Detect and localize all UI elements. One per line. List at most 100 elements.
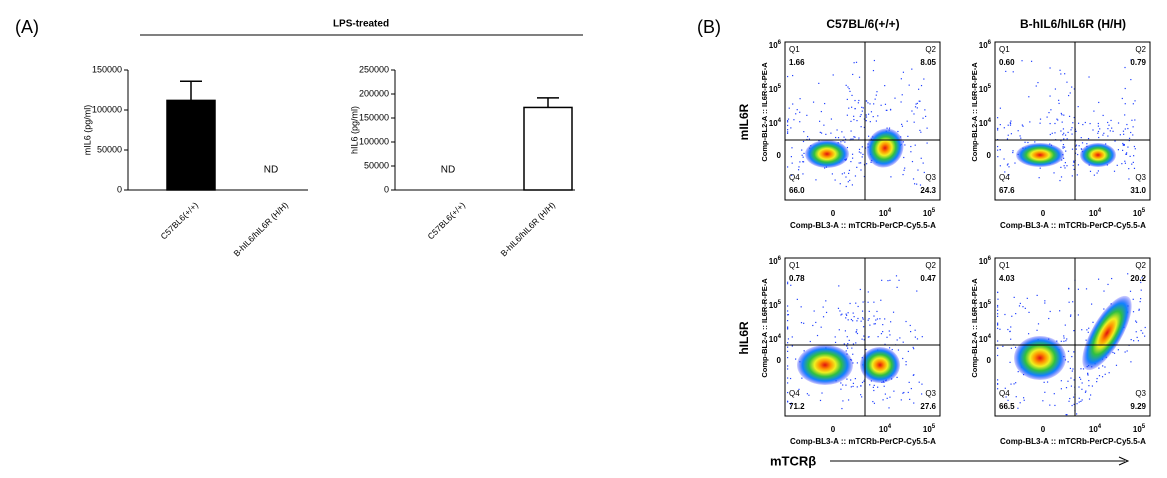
event (799, 161, 801, 163)
event (806, 393, 808, 395)
event (1065, 340, 1067, 342)
event (1133, 340, 1135, 342)
exponent: 4 (988, 334, 992, 340)
event (845, 350, 847, 352)
event (1128, 137, 1131, 139)
event (1012, 71, 1014, 73)
event (1103, 308, 1105, 310)
event (787, 118, 790, 120)
event (834, 341, 837, 344)
event (1044, 302, 1046, 304)
event (787, 314, 789, 316)
event (1097, 170, 1100, 172)
event (1059, 310, 1061, 312)
event (1034, 141, 1036, 143)
event (880, 104, 882, 106)
y-tick-label: 106 (769, 256, 782, 267)
event (1049, 143, 1051, 145)
y-tick-label: 200000 (359, 88, 389, 98)
event (1117, 349, 1119, 351)
event (1078, 397, 1080, 399)
event (792, 74, 794, 77)
event (847, 343, 849, 345)
event (815, 321, 817, 324)
event (899, 337, 901, 339)
event (1015, 312, 1017, 315)
event (1063, 340, 1065, 342)
event (1056, 340, 1058, 342)
event (1076, 174, 1078, 176)
event (903, 391, 905, 394)
event (1072, 122, 1074, 124)
event (1071, 370, 1073, 372)
event (1054, 404, 1056, 407)
event (796, 109, 798, 111)
event (822, 316, 825, 318)
event (858, 148, 861, 150)
y-tick-label: 105 (769, 84, 782, 95)
event (1115, 364, 1118, 366)
event (869, 121, 871, 123)
event (803, 322, 805, 324)
event (841, 173, 843, 175)
event (872, 386, 874, 388)
exponent: 5 (1142, 424, 1146, 430)
event (1046, 381, 1049, 383)
event (850, 160, 852, 163)
quadrant-value: 66.0 (789, 186, 805, 195)
event (1136, 336, 1138, 339)
event (862, 326, 865, 328)
event (860, 385, 862, 387)
event (1075, 144, 1078, 146)
base: 10 (769, 41, 778, 50)
event (902, 141, 904, 143)
event (902, 357, 904, 360)
event (851, 153, 854, 155)
event (1022, 397, 1025, 399)
event (1050, 109, 1052, 111)
event (881, 279, 883, 281)
event (1049, 133, 1051, 136)
event (1122, 142, 1124, 145)
event (921, 393, 923, 395)
base: 0 (777, 356, 782, 365)
base: 10 (879, 209, 888, 218)
plot-frame (784, 257, 941, 417)
event (1127, 127, 1129, 130)
event (891, 348, 893, 351)
event (1097, 125, 1100, 127)
event (1102, 134, 1104, 136)
x-tick-label: 0 (1041, 425, 1046, 434)
event (1138, 309, 1140, 311)
event (853, 118, 855, 121)
plot-frame (994, 41, 1151, 201)
event (1060, 166, 1062, 168)
event (1103, 132, 1105, 134)
event (898, 279, 900, 281)
event (855, 302, 857, 304)
event (1086, 143, 1088, 145)
event (1077, 153, 1079, 156)
event (877, 115, 879, 117)
event (1073, 351, 1075, 353)
event (997, 309, 999, 311)
event (861, 396, 863, 398)
event (997, 149, 999, 151)
event (875, 94, 877, 96)
event (802, 161, 805, 163)
event (843, 343, 845, 345)
event (790, 284, 792, 286)
event (889, 396, 891, 398)
event (911, 160, 914, 163)
event (1104, 366, 1106, 368)
event (1044, 391, 1046, 393)
event (905, 364, 907, 366)
event (1140, 281, 1142, 284)
x-axis-label: Comp-BL3-A :: mTCRb-PerCP-Cy5.5-A (790, 437, 936, 446)
x-tick-label: 105 (923, 208, 936, 219)
event (1088, 385, 1090, 387)
exponent: 4 (988, 118, 992, 124)
event (851, 184, 853, 186)
x-tick-label: 104 (1089, 208, 1102, 219)
event (1124, 66, 1126, 69)
